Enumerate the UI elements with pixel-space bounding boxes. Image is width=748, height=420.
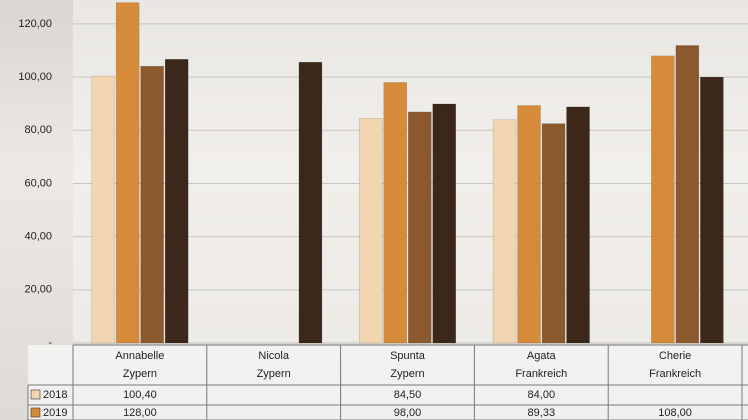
- y-tick-label: 60,00: [24, 177, 52, 189]
- x-tick-label: Frankreich: [515, 368, 567, 380]
- bar: [115, 2, 140, 344]
- table-value: 84,00: [528, 389, 556, 401]
- y-tick-label: 120,00: [18, 18, 52, 30]
- table-value: 84,50: [394, 389, 422, 401]
- legend-label: 2019: [43, 407, 67, 419]
- x-tick-label: Spunta: [390, 350, 426, 362]
- bar: [700, 76, 724, 344]
- bar: [432, 103, 456, 344]
- bar: [517, 105, 541, 344]
- bar: [164, 59, 189, 344]
- x-tick-label: Zypern: [257, 368, 291, 380]
- x-tick-label: Frankreich: [649, 368, 701, 380]
- y-tick-label: 20,00: [24, 284, 52, 296]
- table-value: 108,00: [658, 407, 692, 419]
- x-tick-label: Nicola: [258, 350, 289, 362]
- bar: [566, 106, 590, 344]
- bar: [675, 45, 700, 344]
- bar: [492, 119, 517, 344]
- table-value: 100,40: [123, 389, 157, 401]
- bar: [541, 123, 566, 344]
- x-tick-label: Zypern: [123, 368, 157, 380]
- legend-label: 2018: [43, 389, 67, 401]
- legend-swatch: [30, 389, 41, 400]
- table-value: 98,00: [394, 407, 422, 419]
- table-value: 89,33: [528, 407, 556, 419]
- x-tick-label: Agata: [527, 350, 557, 362]
- bar: [383, 82, 407, 344]
- y-tick-label: -: [48, 337, 52, 349]
- data-table: [28, 345, 748, 420]
- y-tick-label: 40,00: [24, 231, 52, 243]
- x-tick-label: Zypern: [390, 368, 424, 380]
- bar: [651, 55, 675, 344]
- x-tick-label: Annabelle: [115, 350, 164, 362]
- y-tick-label: 80,00: [24, 124, 52, 136]
- legend-swatch: [30, 407, 41, 418]
- x-tick-label: Cherie: [659, 350, 691, 362]
- bar: [298, 61, 323, 344]
- bar: [408, 111, 432, 344]
- bar: [359, 118, 383, 344]
- table-value: 128,00: [123, 407, 157, 419]
- bar: [91, 75, 115, 344]
- y-tick-label: 100,00: [18, 71, 52, 83]
- bar: [140, 65, 164, 344]
